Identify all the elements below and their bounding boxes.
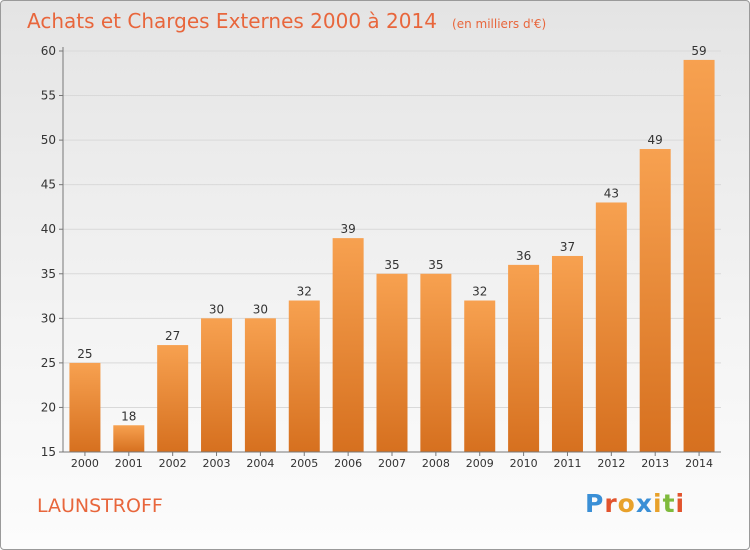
bar-2007: [376, 273, 408, 452]
bars: [69, 59, 715, 453]
x-tick-label: 2010: [510, 457, 538, 470]
x-tick-label: 2006: [334, 457, 362, 470]
value-label: 36: [516, 249, 531, 263]
value-label: 32: [472, 285, 487, 299]
bar-2012: [595, 202, 627, 452]
value-label: 25: [77, 347, 92, 361]
y-tick-label: 40: [41, 222, 56, 236]
x-tick-label: 2011: [553, 457, 581, 470]
bar-2008: [420, 273, 452, 452]
bar-2014: [683, 59, 715, 453]
value-label: 32: [297, 285, 312, 299]
x-tick-label: 2012: [597, 457, 625, 470]
y-tick-label: 55: [41, 89, 56, 103]
value-label: 35: [384, 258, 399, 272]
x-tick-label: 2004: [246, 457, 274, 470]
bar-2002: [157, 345, 189, 452]
x-tick-label: 2000: [71, 457, 99, 470]
x-tick-label: 2005: [290, 457, 318, 470]
axes: [59, 47, 721, 456]
x-tick-label: 2014: [685, 457, 713, 470]
value-label: 27: [165, 329, 180, 343]
value-label: 30: [209, 302, 224, 316]
value-label: 18: [121, 409, 136, 423]
chart-unit: (en milliers d'€): [452, 17, 547, 31]
y-tick-label: 30: [41, 311, 56, 325]
bar-2005: [288, 300, 320, 452]
logo-letter: P: [585, 489, 605, 518]
chart-title: Achats et Charges Externes 2000 à 2014: [27, 9, 437, 33]
logo-letter: o: [617, 489, 636, 518]
logo-letter: x: [635, 489, 653, 518]
logo-letter: r: [604, 489, 618, 518]
value-label: 39: [340, 222, 355, 236]
logo-letter: i: [653, 489, 663, 518]
y-tick-label: 60: [41, 44, 56, 58]
y-tick-label: 35: [41, 267, 56, 281]
y-tick-label: 20: [41, 400, 56, 414]
commune-name: LAUNSTROFF: [37, 495, 163, 517]
bar-2011: [551, 255, 583, 452]
value-label: 49: [648, 133, 663, 147]
y-tick-label: 45: [41, 178, 56, 192]
bar-2001: [113, 425, 145, 452]
value-label: 43: [604, 186, 619, 200]
x-tick-label: 2002: [159, 457, 187, 470]
x-tick-label: 2007: [378, 457, 406, 470]
logo-letter: t: [662, 489, 676, 518]
y-tick-label: 25: [41, 356, 56, 370]
bar-2009: [464, 300, 496, 452]
x-tick-label: 2001: [115, 457, 143, 470]
value-label: 30: [253, 302, 268, 316]
bar-2004: [244, 318, 276, 452]
y-tick-label: 15: [41, 445, 56, 459]
y-tick-label: 50: [41, 133, 56, 147]
logo-letter: i: [675, 489, 686, 518]
x-tick-label: 2009: [466, 457, 494, 470]
value-label: 35: [428, 258, 443, 272]
chart-title-block: Achats et Charges Externes 2000 à 2014 (…: [27, 9, 546, 33]
labels: 15 20 25 30 35 40 45 50 55 60 25 2000 18 2001 27 2002 30…: [41, 44, 713, 470]
value-label: 37: [560, 240, 575, 254]
x-tick-label: 2008: [422, 457, 450, 470]
x-tick-label: 2003: [203, 457, 231, 470]
value-label: 59: [691, 44, 706, 58]
bar-2013: [639, 149, 671, 452]
proxiti-logo: Proxiti: [585, 489, 685, 518]
x-tick-label: 2013: [641, 457, 669, 470]
bar-2000: [69, 362, 101, 452]
bar-2003: [201, 318, 233, 452]
bar-2010: [508, 264, 540, 452]
bar-2006: [332, 238, 364, 452]
